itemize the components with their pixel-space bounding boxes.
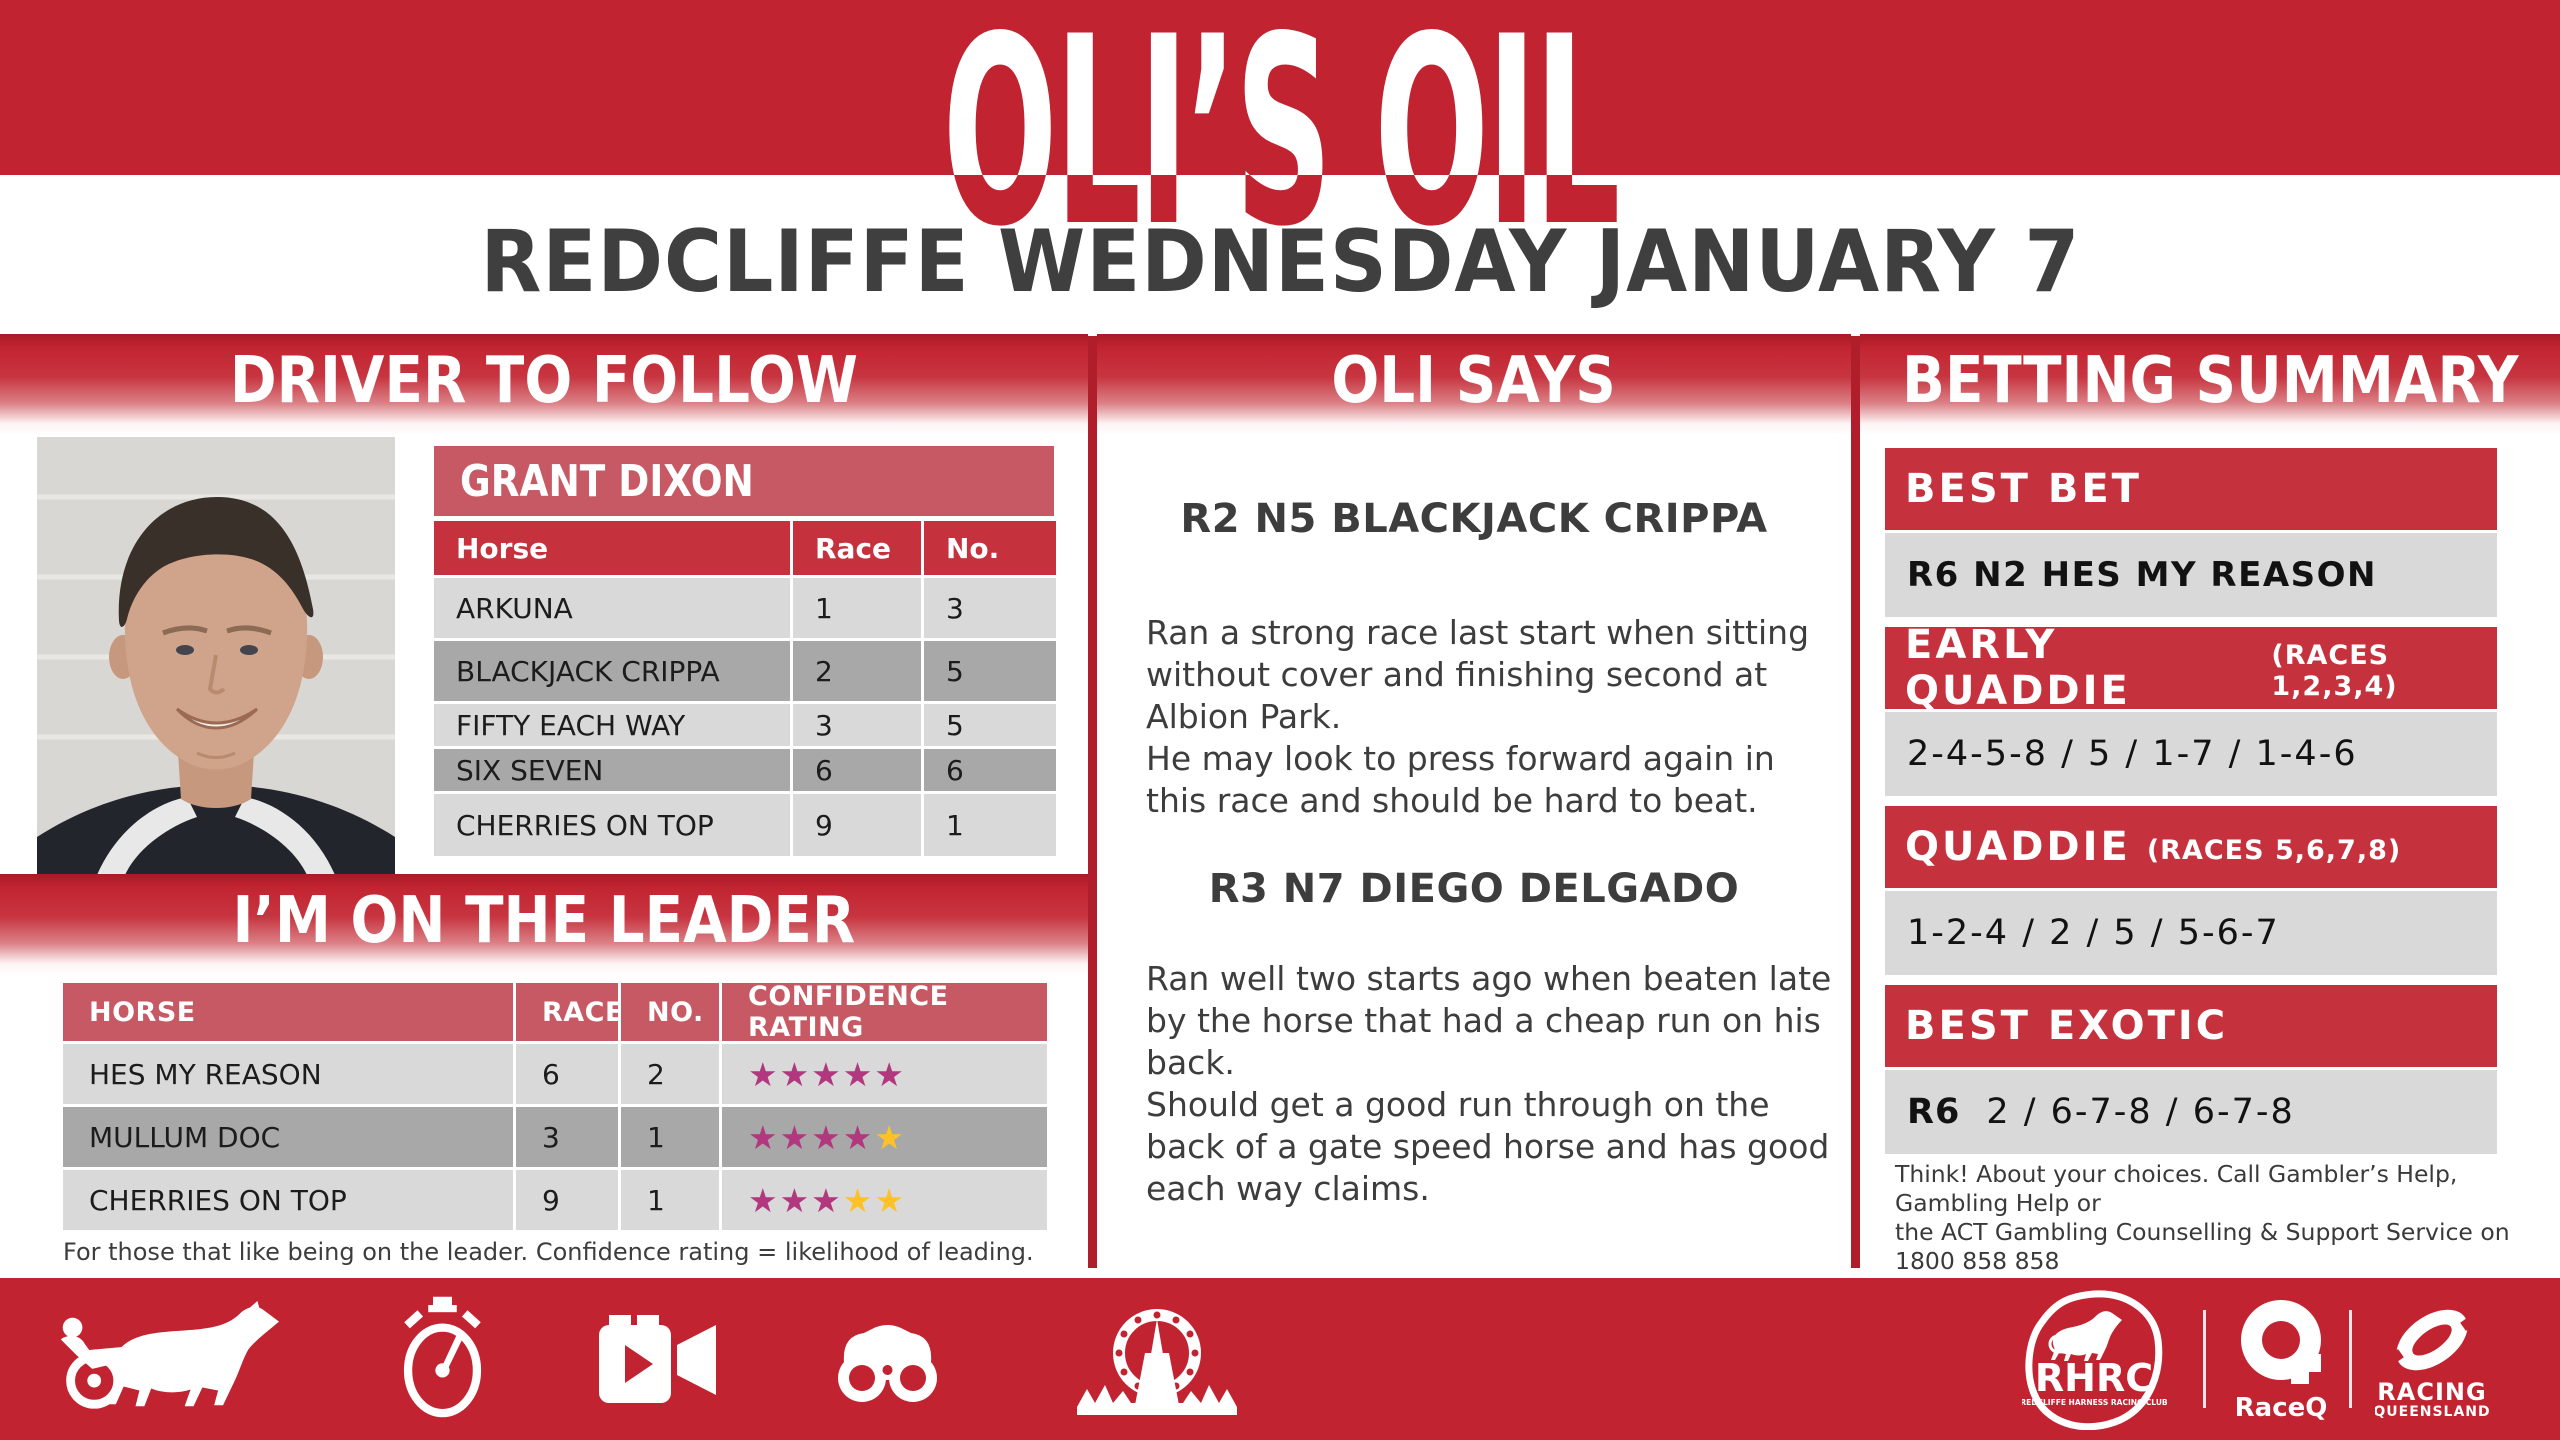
logo-separator [2349,1310,2352,1408]
tip-sentence: Ran a strong race last start when sittin… [1146,613,1810,736]
table-cell-race: 3 [516,1107,618,1167]
best-bet-value: R6 N2 HES MY REASON [1885,533,2497,617]
column-header: No. [924,521,1056,575]
table-cell-no: 1 [924,794,1056,856]
svg-text:RaceQ: RaceQ [2235,1393,2328,1422]
table-cell-race: 6 [516,1044,618,1104]
racing-queensland-logo: RACING QUEENSLAND [2375,1309,2490,1420]
column-header: Race [793,521,921,575]
tip-headline: R2 N5 BLACKJACK CRIPPA [1180,496,1768,542]
leader-table: HORSE RACE NO. CONFIDENCE RATING HES MY … [63,981,1047,1230]
tip-headline: R3 N7 DIEGO DELGADO [1208,866,1740,912]
early-quaddie-value: 2-4-5-8 / 5 / 1-7 / 1-4-6 [1885,712,2497,796]
section-im-on-the-leader: I’M ON THE LEADER [0,874,1088,976]
table-cell-no: 5 [924,704,1056,746]
logo-separator [2203,1310,2206,1408]
confidence-rating-stars: ★★★★★ [722,1107,1047,1167]
table-cell-horse: BLACKJACK CRIPPA [434,641,790,701]
confidence-rating-stars: ★★★★★ [722,1044,1047,1104]
section-driver-to-follow: DRIVER TO FOLLOW [0,334,1088,436]
table-cell-race: 2 [793,641,921,701]
table-cell-race: 9 [793,794,921,856]
quaddie-value: 1-2-4 / 2 / 5 / 5-6-7 [1885,891,2497,975]
gold-stars: ★★ [842,1180,906,1220]
table-cell-race: 9 [516,1170,618,1230]
footer-bar: RHRC REDCLIFFE HARNESS RACING CLUB RaceQ… [0,1278,2560,1440]
early-quaddie-bar: EARLY QUADDIE (RACES 1,2,3,4) [1885,622,2497,714]
table-cell-no: 1 [621,1170,719,1230]
svg-text:RACING: RACING [2377,1378,2486,1406]
column-divider-right [1851,336,1860,1268]
harness-racing-icon [60,1300,280,1409]
best-bet-bar: BEST BET [1885,448,2497,530]
best-exotic-bar: BEST EXOTIC [1885,985,2497,1067]
im-on-the-leader-heading: I’M ON THE LEADER [232,884,856,958]
table-cell-no: 1 [621,1107,719,1167]
column-header: HORSE [63,983,513,1041]
binoculars-icon [838,1325,937,1402]
table-cell-no: 5 [924,641,1056,701]
quaddie-bar: QUADDIE (RACES 5,6,7,8) [1885,806,2497,888]
driver-table: Horse Race No. ARKUNA 1 3 BLACKJACK CRIP… [434,521,1056,856]
gold-stars: ★ [874,1117,906,1157]
poster-title-overflow: OLI’S OIL [0,175,2560,268]
svg-text:QUEENSLAND: QUEENSLAND [2375,1404,2490,1420]
column-header: Horse [434,521,790,575]
ferris-wheel-icon [1077,1309,1237,1415]
driver-photo [37,437,395,875]
column-header: CONFIDENCE RATING [722,981,1047,1043]
table-cell-race: 3 [793,704,921,746]
table-cell-horse: SIX SEVEN [434,749,790,791]
confidence-rating-stars: ★★★★★ [722,1170,1047,1230]
magenta-stars: ★★★★★ [748,1054,906,1094]
tip-body: Ran well two starts ago when beaten late… [1146,958,1841,1210]
section-betting-summary: BETTING SUMMARY [1860,334,2560,436]
tip-body: Ran a strong race last start when sittin… [1146,612,1841,822]
race-prefix: R6 [1907,1092,1961,1132]
table-cell-race: 1 [793,578,921,638]
table-cell-horse: HES MY REASON [63,1044,513,1104]
video-camera-icon [599,1315,716,1403]
driver-to-follow-heading: DRIVER TO FOLLOW [229,344,859,418]
leader-footnote: For those that like being on the leader.… [63,1238,1034,1266]
svg-text:REDCLIFFE HARNESS RACING CLUB: REDCLIFFE HARNESS RACING CLUB [2022,1398,2167,1407]
raceq-logo: RaceQ [2235,1300,2328,1422]
table-cell-horse: FIFTY EACH WAY [434,704,790,746]
table-cell-no: 6 [924,749,1056,791]
tip-sentence: Should get a good run through on the bac… [1146,1085,1830,1208]
driver-portrait-icon [37,437,395,875]
table-cell-horse: MULLUM DOC [63,1107,513,1167]
stopwatch-icon [403,1296,482,1418]
meeting-subtitle: REDCLIFFE WEDNESDAY JANUARY 7 [480,212,2080,312]
betting-summary-heading: BETTING SUMMARY [1902,344,2519,418]
table-cell-race: 6 [793,749,921,791]
table-cell-horse: CHERRIES ON TOP [63,1170,513,1230]
oli-says-heading: OLI SAYS [1331,344,1617,418]
top-banner [0,0,2560,175]
tip-sentence: Ran well two starts ago when beaten late… [1146,959,1832,1082]
svg-text:RHRC: RHRC [2035,1356,2153,1400]
section-oli-says: OLI SAYS [1097,334,1851,436]
magenta-stars: ★★★★ [748,1117,875,1157]
column-header: NO. [621,983,719,1041]
table-cell-horse: ARKUNA [434,578,790,638]
table-cell-no: 2 [621,1044,719,1104]
rhrc-logo: RHRC REDCLIFFE HARNESS RACING CLUB [2022,1290,2167,1430]
tip-sentence: He may look to press forward again in th… [1146,739,1775,820]
column-header: RACE [516,983,623,1041]
table-cell-horse: CHERRIES ON TOP [434,794,790,856]
best-exotic-value: R6 2 / 6-7-8 / 6-7-8 [1885,1070,2497,1154]
driver-name-bar: GRANT DIXON [434,446,1054,516]
column-divider-left [1088,336,1097,1268]
magenta-stars: ★★★ [748,1180,843,1220]
poster-title: OLI’S OIL [942,0,1620,284]
table-cell-no: 3 [924,578,1056,638]
